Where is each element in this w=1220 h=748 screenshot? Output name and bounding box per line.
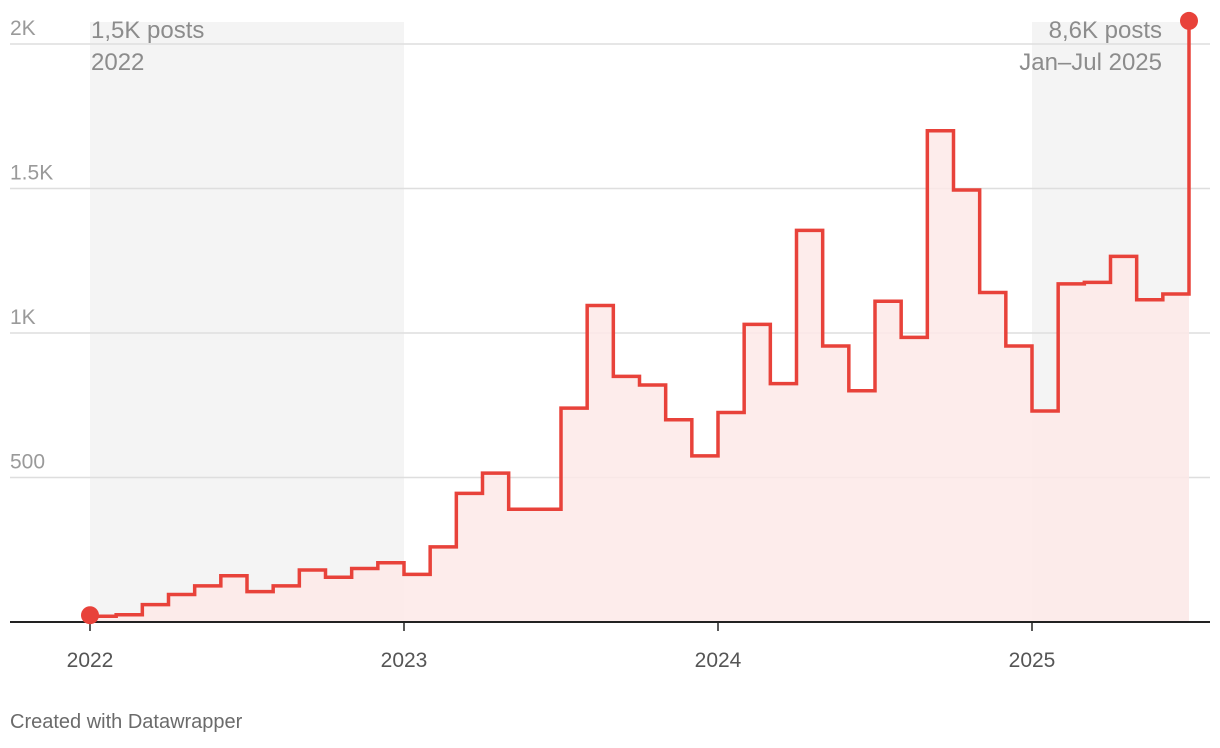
data-point-2023-03 xyxy=(453,490,459,496)
data-point-2023-08 xyxy=(584,303,590,309)
data-point-2023-05 xyxy=(506,506,512,512)
data-point-2022-09 xyxy=(296,567,302,573)
band-annotation-1-period: 2022 xyxy=(91,49,144,76)
data-point-2022-11 xyxy=(349,566,355,572)
data-point-2022-06 xyxy=(218,573,224,579)
y-tick-label-1.5K: 1.5K xyxy=(10,162,53,185)
data-point-2023-01 xyxy=(401,571,407,577)
data-point-2024-01 xyxy=(715,409,721,415)
series-line xyxy=(90,20,1191,618)
data-point-2022-12 xyxy=(375,560,381,566)
data-point-2024-03 xyxy=(767,381,773,387)
band-annotation-1-count: 1,5K posts xyxy=(91,17,204,44)
data-point-2023-10 xyxy=(637,382,643,388)
data-point-2024-08 xyxy=(898,334,904,340)
data-point-2024-05 xyxy=(820,343,826,349)
last-point-marker xyxy=(1180,11,1198,30)
data-point-2024-06 xyxy=(846,388,852,394)
data-point-2024-10 xyxy=(951,187,957,193)
data-point-2022-07 xyxy=(244,589,250,595)
x-tick-label-2024: 2024 xyxy=(695,649,742,672)
data-point-2025-03 xyxy=(1081,279,1087,285)
data-point-2023-09 xyxy=(610,373,616,379)
data-point-2025-01 xyxy=(1029,408,1035,414)
data-point-2025-06 xyxy=(1160,291,1166,297)
data-point-2024-09 xyxy=(924,128,930,134)
area-fill xyxy=(90,20,1189,622)
data-point-2022-04 xyxy=(166,592,172,598)
data-point-2022-05 xyxy=(192,583,198,589)
data-point-2023-02 xyxy=(427,544,433,550)
step-area-chart: 2022 2023 2024 2025 500 1K 1.5K 2K 1,5K posts 202… xyxy=(10,11,1210,672)
data-point-2024-11 xyxy=(977,290,983,296)
y-tick-label-500: 500 xyxy=(10,451,45,474)
band-annotation-2-count: 8,6K posts xyxy=(1049,17,1162,44)
y-tick-label-2K: 2K xyxy=(10,17,36,40)
x-tick-label-2025: 2025 xyxy=(1009,649,1056,672)
data-point-2022-10 xyxy=(323,574,329,580)
data-point-2024-02 xyxy=(741,321,747,327)
data-point-2022-08 xyxy=(270,583,276,589)
data-point-2023-11 xyxy=(663,417,669,423)
data-point-2024-04 xyxy=(794,227,800,233)
data-point-2023-06 xyxy=(532,506,538,512)
data-point-2023-07 xyxy=(558,405,564,411)
credit-text: Created with Datawrapper xyxy=(10,711,243,733)
data-point-2025-02 xyxy=(1055,281,1061,287)
highlight-band-1 xyxy=(90,22,404,622)
first-point-marker xyxy=(81,606,99,625)
band-annotation-2-period: Jan–Jul 2025 xyxy=(1019,49,1162,76)
y-tick-label-1K: 1K xyxy=(10,306,36,329)
data-point-2024-07 xyxy=(872,298,878,304)
x-tick-label-2023: 2023 xyxy=(381,649,428,672)
x-tick-label-2022: 2022 xyxy=(67,649,114,672)
data-point-2022-02 xyxy=(113,612,119,618)
data-point-2022-03 xyxy=(139,602,145,608)
data-point-2023-04 xyxy=(480,470,486,476)
data-point-2024-12 xyxy=(1003,343,1009,349)
data-point-2023-12 xyxy=(689,453,695,459)
data-point-2025-04 xyxy=(1108,253,1114,259)
data-point-2025-05 xyxy=(1134,297,1140,303)
